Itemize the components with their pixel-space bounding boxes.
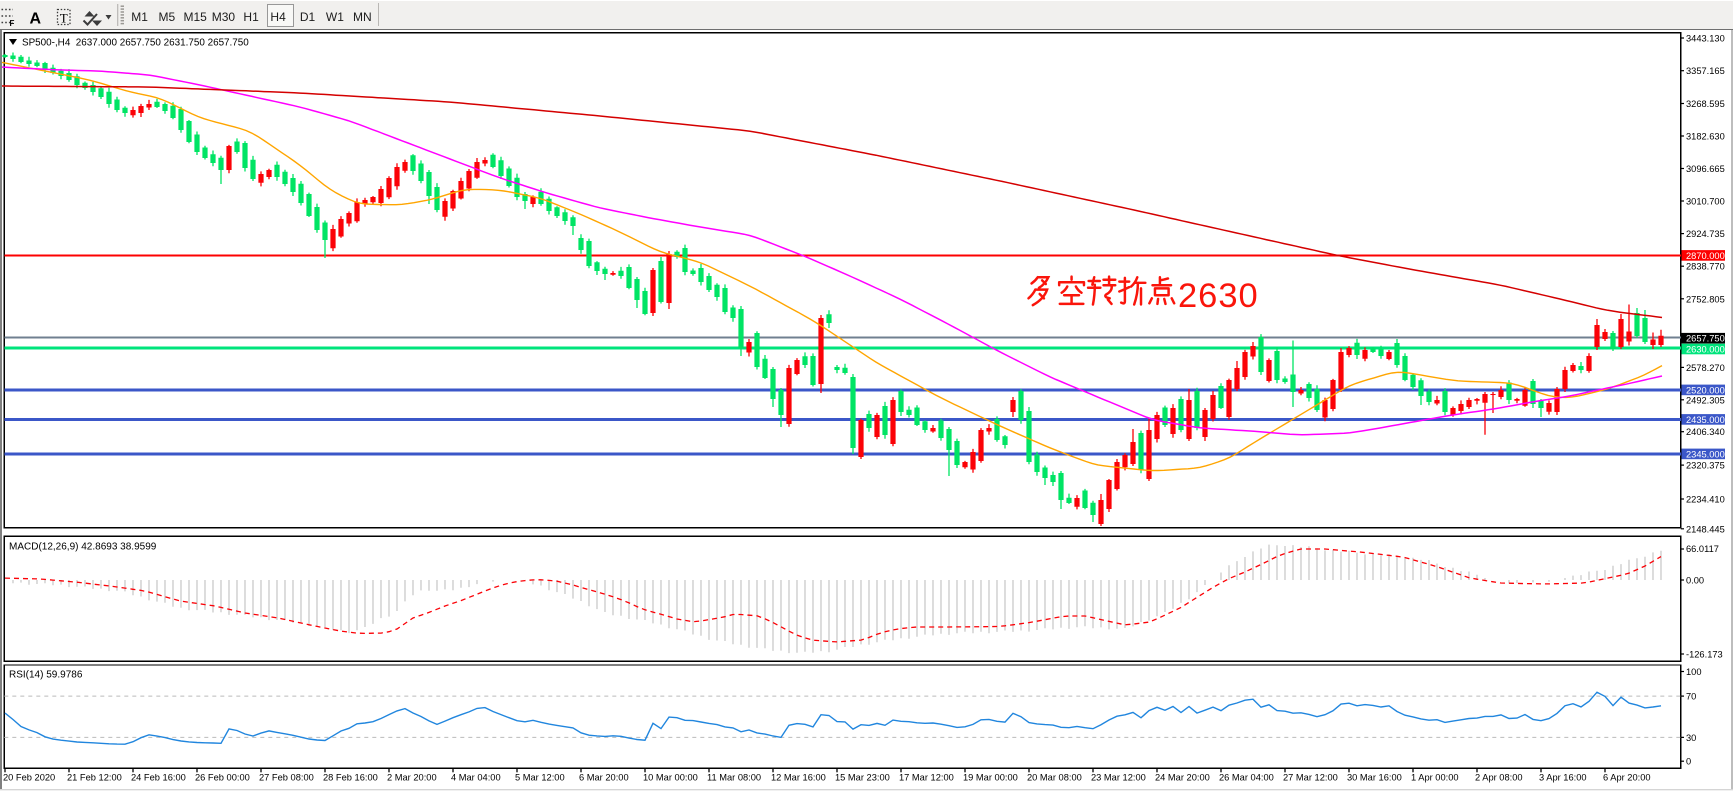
svg-text:3268.595: 3268.595 — [1686, 99, 1725, 109]
svg-text:2406.340: 2406.340 — [1686, 427, 1725, 437]
svg-text:2435.000: 2435.000 — [1686, 415, 1725, 425]
svg-text:15 Mar 23:00: 15 Mar 23:00 — [835, 773, 890, 783]
svg-text:2 Apr 08:00: 2 Apr 08:00 — [1475, 773, 1523, 783]
svg-text:2492.305: 2492.305 — [1686, 395, 1725, 405]
svg-text:2752.805: 2752.805 — [1686, 294, 1725, 304]
svg-text:6 Mar 20:00: 6 Mar 20:00 — [579, 773, 629, 783]
svg-text:3010.700: 3010.700 — [1686, 197, 1725, 207]
svg-text:2838.770: 2838.770 — [1686, 262, 1725, 272]
svg-text:2630: 2630 — [1178, 277, 1259, 315]
svg-text:66.0117: 66.0117 — [1686, 544, 1719, 554]
svg-text:0.00: 0.00 — [1686, 575, 1704, 585]
svg-text:20 Mar 08:00: 20 Mar 08:00 — [1027, 773, 1082, 783]
svg-text:0: 0 — [1686, 757, 1691, 767]
svg-text:RSI(14) 59.9786: RSI(14) 59.9786 — [9, 670, 83, 681]
svg-text:24 Mar 20:00: 24 Mar 20:00 — [1155, 773, 1210, 783]
svg-text:2345.000: 2345.000 — [1686, 449, 1725, 459]
svg-text:2520.000: 2520.000 — [1686, 385, 1725, 395]
svg-text:3 Apr 16:00: 3 Apr 16:00 — [1539, 773, 1587, 783]
svg-text:2320.375: 2320.375 — [1686, 461, 1725, 471]
svg-text:20 Feb 2020: 20 Feb 2020 — [3, 773, 55, 783]
svg-text:2924.735: 2924.735 — [1686, 229, 1725, 239]
svg-text:1 Apr 00:00: 1 Apr 00:00 — [1411, 773, 1459, 783]
svg-text:100: 100 — [1686, 667, 1702, 677]
svg-text:2 Mar 20:00: 2 Mar 20:00 — [387, 773, 437, 783]
svg-text:26 Mar 04:00: 26 Mar 04:00 — [1219, 773, 1274, 783]
svg-text:3096.665: 3096.665 — [1686, 164, 1725, 174]
svg-text:17 Mar 12:00: 17 Mar 12:00 — [899, 773, 954, 783]
svg-text:A: A — [30, 11, 42, 28]
svg-text:10 Mar 00:00: 10 Mar 00:00 — [643, 773, 698, 783]
svg-text:30: 30 — [1686, 733, 1696, 743]
svg-text:3357.165: 3357.165 — [1686, 66, 1725, 76]
svg-text:SP500-,H4 2637.000 2657.750 2: SP500-,H4 2637.000 2657.750 2631.750 265… — [22, 38, 249, 49]
svg-text:24 Feb 16:00: 24 Feb 16:00 — [131, 773, 186, 783]
svg-text:11 Mar 08:00: 11 Mar 08:00 — [707, 773, 761, 783]
svg-text:23 Mar 12:00: 23 Mar 12:00 — [1091, 773, 1146, 783]
svg-text:28 Feb 16:00: 28 Feb 16:00 — [323, 773, 378, 783]
svg-text:5 Mar 12:00: 5 Mar 12:00 — [515, 773, 565, 783]
svg-text:27 Feb 08:00: 27 Feb 08:00 — [259, 773, 314, 783]
svg-text:2870.000: 2870.000 — [1686, 251, 1725, 261]
svg-text:3443.130: 3443.130 — [1686, 34, 1725, 44]
svg-text:4 Mar 04:00: 4 Mar 04:00 — [451, 773, 501, 783]
svg-text:F: F — [10, 19, 15, 28]
svg-text:MACD(12,26,9) 42.8693 38.9599: MACD(12,26,9) 42.8693 38.9599 — [9, 542, 157, 553]
svg-text:2234.410: 2234.410 — [1686, 495, 1725, 505]
svg-text:21 Feb 12:00: 21 Feb 12:00 — [67, 773, 122, 783]
svg-text:T: T — [60, 11, 68, 26]
svg-text:70: 70 — [1686, 692, 1696, 702]
svg-text:2148.445: 2148.445 — [1686, 524, 1725, 534]
svg-text:2630.000: 2630.000 — [1686, 344, 1725, 354]
svg-text:2578.270: 2578.270 — [1686, 363, 1725, 373]
svg-text:26 Feb 00:00: 26 Feb 00:00 — [195, 773, 250, 783]
svg-text:2657.750: 2657.750 — [1686, 334, 1725, 344]
svg-text:6 Apr 20:00: 6 Apr 20:00 — [1603, 773, 1651, 783]
svg-text:12 Mar 16:00: 12 Mar 16:00 — [771, 773, 826, 783]
svg-text:-126.173: -126.173 — [1686, 649, 1723, 659]
svg-text:19 Mar 00:00: 19 Mar 00:00 — [963, 773, 1018, 783]
svg-text:3182.630: 3182.630 — [1686, 132, 1725, 142]
svg-text:30 Mar 16:00: 30 Mar 16:00 — [1347, 773, 1402, 783]
svg-text:27 Mar 12:00: 27 Mar 12:00 — [1283, 773, 1338, 783]
